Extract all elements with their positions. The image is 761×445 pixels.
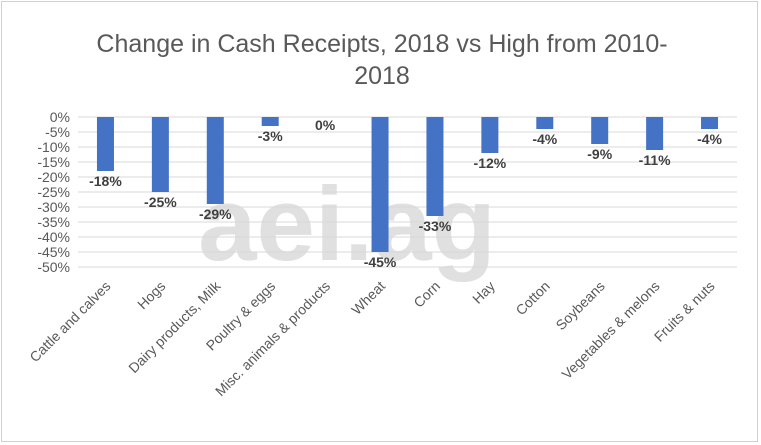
y-axis: 0%-5%-10%-15%-20%-25%-30%-35%-40%-45%-50…: [37, 109, 70, 275]
data-label: -4%: [532, 131, 557, 147]
bar: [591, 117, 609, 144]
bar: [96, 117, 114, 171]
bar: [646, 117, 664, 150]
chart-title-line-2: 2018: [354, 62, 410, 90]
x-tick-label: Hogs: [134, 278, 168, 312]
x-tick-label: Soybeans: [552, 278, 607, 333]
gridlines: [78, 116, 737, 268]
x-tick-label: Cotton: [512, 278, 552, 318]
data-label: -4%: [697, 131, 722, 147]
data-label: -11%: [639, 152, 671, 168]
y-tick-label: -25%: [37, 184, 70, 200]
y-tick-label: 0%: [50, 109, 70, 125]
bar: [151, 117, 169, 192]
bars: [96, 117, 719, 252]
data-label: -9%: [587, 146, 612, 162]
data-label: -45%: [364, 254, 397, 270]
x-tick-label: Dairy products, Milk: [125, 277, 224, 376]
data-label: -12%: [474, 155, 507, 171]
y-tick-label: -50%: [37, 259, 70, 275]
bar: [206, 117, 224, 204]
watermark: aei.ag: [198, 166, 496, 283]
x-tick-label: Vegetables & melons: [558, 278, 662, 382]
y-tick-label: -5%: [45, 124, 70, 140]
data-label: -29%: [199, 206, 232, 222]
data-label: -25%: [144, 194, 177, 210]
x-tick-label: Misc. animals & products: [212, 278, 333, 399]
bar: [261, 117, 279, 126]
x-tick-label: Cattle and calves: [26, 278, 113, 365]
bar: [481, 117, 499, 153]
bar: [536, 117, 554, 129]
data-label: 0%: [315, 117, 336, 133]
y-tick-label: -35%: [37, 214, 70, 230]
y-tick-label: -20%: [37, 169, 70, 185]
bar: [371, 117, 389, 252]
y-tick-label: -45%: [37, 244, 70, 260]
chart-title-line-1: Change in Cash Receipts, 2018 vs High fr…: [96, 30, 667, 58]
data-label: -33%: [419, 218, 452, 234]
bar: [426, 117, 444, 216]
y-tick-label: -10%: [37, 139, 70, 155]
data-label: -18%: [89, 173, 122, 189]
bar: [701, 117, 719, 129]
data-label: -3%: [258, 128, 283, 144]
y-tick-label: -40%: [37, 229, 70, 245]
y-tick-label: -15%: [37, 154, 70, 170]
data-labels: -18% -25% -29% -3% 0% -45% -33% -12% -4% -9% -11% -…: [89, 117, 722, 270]
x-tick-label: Wheat: [348, 278, 388, 318]
y-tick-label: -30%: [37, 199, 70, 215]
